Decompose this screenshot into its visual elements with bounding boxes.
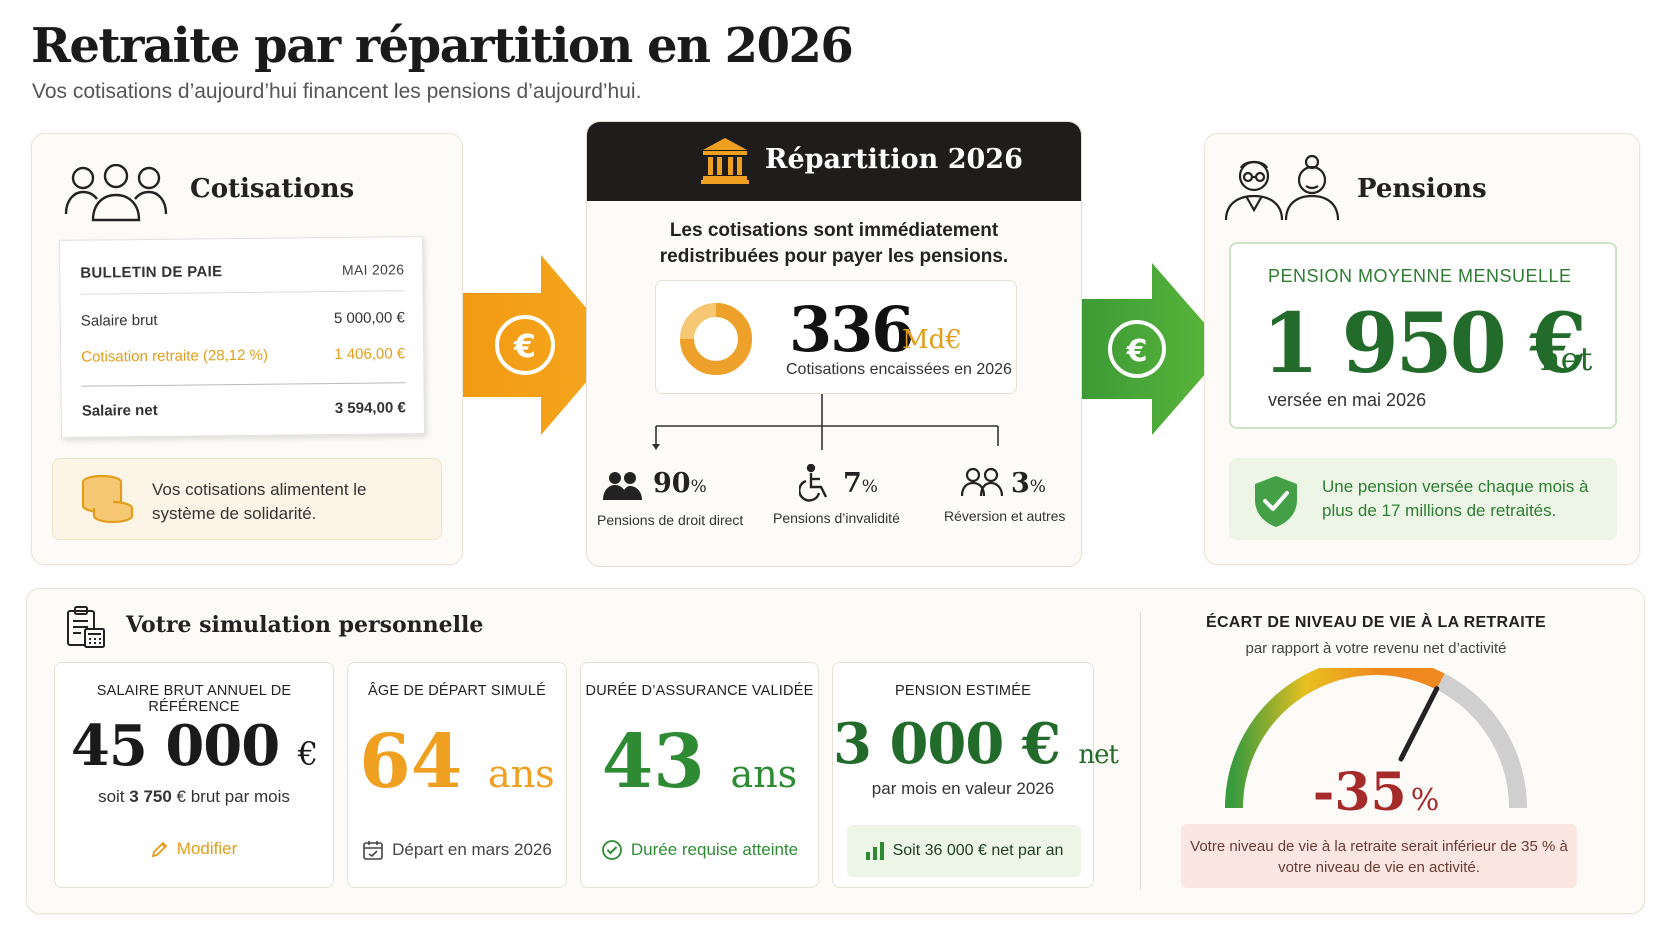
pencil-icon (151, 841, 168, 858)
payslip-title: BULLETIN DE PAIE (80, 263, 223, 282)
tile-label: DURÉE D’ASSURANCE VALIDÉE (585, 683, 814, 699)
split-pct: 3% (1011, 468, 1046, 499)
payslip-month: MAI 2026 (341, 261, 405, 278)
repartition-title: Répartition 2026 (765, 144, 1023, 175)
tile-value: 3 000 € net (833, 711, 1119, 777)
gauge-note: Votre niveau de vie à la retraite serait… (1181, 824, 1577, 888)
payslip-row-label: Salaire brut (80, 311, 158, 330)
page-subtitle: Vos cotisations d’aujourd’hui financent … (32, 80, 642, 103)
pension-average-box (1229, 242, 1617, 429)
tile-salary: SALAIRE BRUT ANNUEL DE RÉFÉRENCE 45 000 … (54, 662, 334, 888)
gauge-needle (1398, 686, 1440, 762)
repartition-description: Les cotisations sont immédiatement redis… (587, 218, 1081, 270)
cotisations-title: Cotisations (190, 174, 355, 204)
solidarity-text: Vos cotisations alimentent le système de… (152, 480, 367, 523)
payslip-net-value: 3 594,00 € (334, 399, 406, 418)
tile-foot-text: Départ en mars 2026 (392, 840, 552, 859)
page-title: Retraite par répartition en 2026 (31, 18, 854, 74)
payslip: BULLETIN DE PAIE MAI 2026 Salaire brut 5… (58, 236, 426, 438)
split-pct: 90% (653, 468, 707, 499)
repartition-amount-unit: Md€ (902, 325, 962, 355)
repartition-card: Répartition 2026 Les cotisations sont im… (586, 121, 1082, 567)
tile-sub: par mois en valeur 2026 (871, 779, 1055, 798)
shield-check-icon (1255, 476, 1297, 527)
retirees-icon (1224, 154, 1340, 221)
bank-building-icon (701, 138, 749, 184)
bar-chart-icon (865, 842, 884, 860)
repartition-amount-box: 336 Md€ Cotisations encaissées en 2026 (655, 280, 1017, 394)
couple-icon (961, 467, 1003, 497)
payslip-row-label: Cotisation retraite (28,12 %) (81, 346, 269, 366)
repartition-amount-caption: Cotisations encaissées en 2026 (786, 361, 1012, 378)
flow-arrow-orange: € (463, 255, 618, 435)
repartition-description-line: Les cotisations sont immédiatement (669, 220, 999, 241)
tile-sub: soit 3 750 € brut par mois (98, 787, 290, 806)
payslip-row-value: 1 406,00 € (334, 345, 406, 364)
people-group-icon (64, 164, 168, 222)
flow-arrow-green: € (1082, 263, 1227, 435)
tile-foot-text: Durée requise atteinte (630, 840, 799, 859)
repartition-description-line: redistribuées pour payer les pensions. (659, 246, 1009, 267)
pension-note-text: Une pension versée chaque mois à plus de… (1322, 477, 1589, 520)
check-circle-icon (601, 840, 622, 860)
split-label: Pensions de droit direct (597, 512, 744, 528)
tile-duration: DURÉE D’ASSURANCE VALIDÉE 43 ans Durée r… (580, 662, 819, 888)
coins-icon (81, 474, 134, 524)
euro-icon: € (1126, 334, 1148, 369)
modify-button[interactable]: Modifier (55, 839, 333, 859)
pension-average-net: net (1540, 340, 1593, 378)
pensions-title: Pensions (1357, 174, 1487, 204)
pension-average-label: PENSION MOYENNE MENSUELLE (1268, 266, 1572, 286)
euro-icon: € (513, 327, 536, 365)
people-icon (603, 472, 642, 500)
payslip-row-value: 5 000,00 € (333, 309, 405, 328)
pension-average-caption: versée en mai 2026 (1268, 390, 1427, 410)
gauge: -35% (1225, 668, 1527, 818)
divider (1140, 612, 1141, 890)
tile-value: 64 ans (359, 719, 555, 805)
gauge-subtitle: par rapport à votre revenu net d’activit… (1245, 640, 1507, 657)
split-connector (652, 394, 999, 450)
split-pct: 7% (843, 468, 878, 499)
gauge-fill (1225, 668, 1445, 809)
simulation-title: Votre simulation personnelle (126, 612, 484, 638)
tile-foot: Durée requise atteinte (581, 839, 818, 861)
pension-average-value: 1 950 € (1262, 296, 1586, 392)
donut-icon (680, 303, 752, 375)
tile-foot: Soit 36 000 € net par an (847, 825, 1081, 877)
tile-label: SALAIRE BRUT ANNUEL DE RÉFÉRENCE (96, 683, 292, 715)
tile-value: 43 ans (601, 719, 798, 805)
modify-button-label: Modifier (176, 839, 238, 858)
split-label: Pensions d’invalidité (773, 510, 900, 526)
repartition-header: Répartition 2026 (587, 122, 1081, 201)
tile-foot: Départ en mars 2026 (348, 839, 566, 861)
payslip-net-label: Salaire net (81, 401, 158, 420)
repartition-amount: 336 (789, 293, 914, 366)
calendar-icon (363, 841, 383, 860)
clipboard-calculator-icon (67, 606, 105, 648)
tile-pension-estimated: PENSION ESTIMÉE 3 000 € net par mois en … (832, 662, 1119, 888)
tile-foot-text: Soit 36 000 € net par an (892, 842, 1064, 859)
split-label: Réversion et autres (944, 508, 1066, 524)
tile-age: ÂGE DE DÉPART SIMULÉ 64 ans Départ en ma… (347, 662, 567, 888)
gauge-value: -35% (1313, 762, 1439, 818)
tile-value: 45 000 € (70, 713, 318, 779)
gauge-title: ÉCART DE NIVEAU DE VIE À LA RETRAITE (1205, 614, 1546, 631)
wheelchair-icon (799, 464, 828, 502)
tile-label: PENSION ESTIMÉE (895, 683, 1031, 699)
tile-label: ÂGE DE DÉPART SIMULÉ (367, 683, 547, 699)
